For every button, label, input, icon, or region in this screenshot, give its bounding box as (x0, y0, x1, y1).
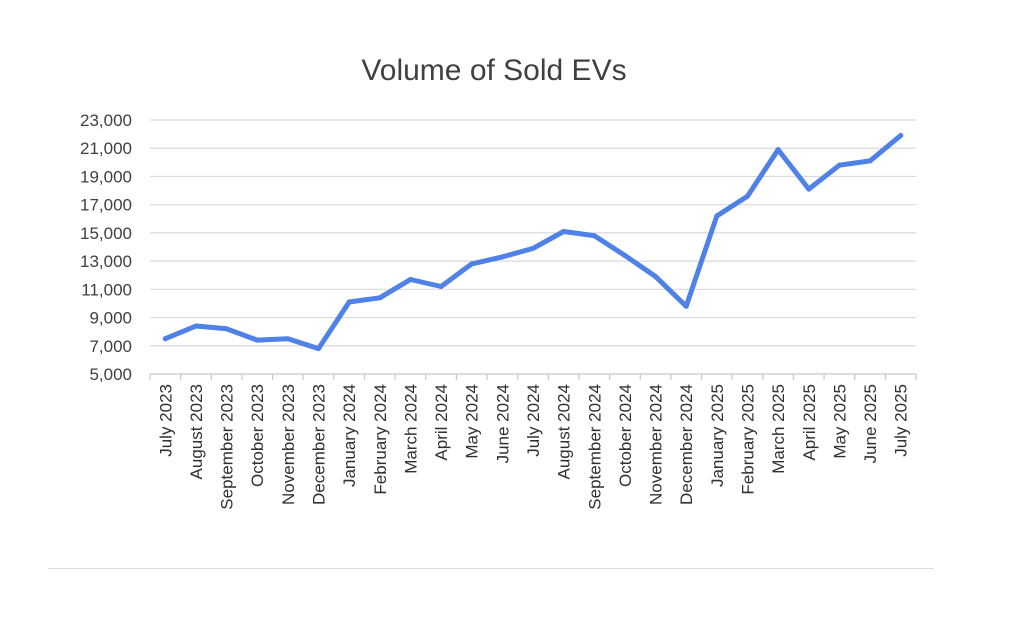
chart-title: Volume of Sold EVs (361, 54, 626, 87)
y-tick-label: 21,000 (80, 139, 132, 158)
x-tick-label: April 2025 (800, 384, 819, 461)
data-point (469, 261, 475, 267)
bottom-divider (48, 568, 934, 569)
data-point (316, 346, 322, 352)
x-tick-label: March 2024 (401, 384, 420, 474)
x-tick-label: December 2023 (310, 384, 329, 505)
y-tick-label: 13,000 (80, 252, 132, 271)
gridlines (150, 119, 916, 347)
data-point (377, 295, 383, 301)
x-tick-label: August 2023 (187, 384, 206, 479)
x-tick-label: February 2024 (371, 384, 390, 495)
data-point (867, 158, 873, 164)
x-tick-label: July 2023 (156, 384, 175, 457)
x-tick-label: November 2023 (279, 384, 298, 505)
data-point (744, 193, 750, 199)
data-point (714, 213, 720, 219)
series-line (162, 133, 904, 352)
data-point (193, 323, 199, 329)
data-point (653, 274, 659, 280)
x-tick-label: July 2025 (892, 384, 911, 457)
x-tick-label: September 2024 (585, 384, 604, 510)
x-tick-label: October 2024 (616, 384, 635, 487)
x-tick-label: July 2024 (524, 384, 543, 457)
data-point (622, 252, 628, 258)
data-point (224, 326, 230, 332)
x-tick-label: April 2024 (432, 384, 451, 461)
data-point (836, 162, 842, 168)
x-tick-label: February 2025 (738, 384, 757, 495)
x-tick-label: October 2023 (248, 384, 267, 487)
y-axis-tick-labels: 5,000 7,000 9,000 11,000 13,000 15,000 17,000 1… (80, 111, 132, 384)
data-point (254, 337, 260, 343)
x-axis (149, 373, 917, 380)
y-tick-label: 9,000 (89, 309, 132, 328)
data-point (407, 276, 413, 282)
y-tick-label: 17,000 (80, 196, 132, 215)
y-tick-label: 7,000 (89, 337, 132, 356)
x-tick-label: May 2024 (463, 384, 482, 459)
y-tick-label: 23,000 (80, 111, 132, 130)
data-point (162, 336, 168, 342)
data-point (285, 336, 291, 342)
y-tick-label: 5,000 (89, 365, 132, 384)
x-tick-label: September 2023 (218, 384, 237, 510)
data-point (683, 303, 689, 309)
data-point (561, 228, 567, 234)
x-tick-label: August 2024 (555, 384, 574, 479)
y-tick-label: 19,000 (80, 167, 132, 186)
x-tick-label: March 2025 (769, 384, 788, 474)
data-point (591, 233, 597, 239)
data-point (499, 254, 505, 260)
x-tick-label: January 2024 (340, 384, 359, 487)
x-tick-label: May 2025 (830, 384, 849, 459)
x-tick-label: November 2024 (647, 384, 666, 505)
y-tick-label: 11,000 (81, 280, 132, 299)
series-layer (162, 133, 904, 352)
x-tick-label: June 2024 (493, 384, 512, 463)
x-tick-label: December 2024 (677, 384, 696, 505)
data-point (438, 284, 444, 290)
data-point (530, 245, 536, 251)
data-point (346, 299, 352, 305)
x-tick-label: January 2025 (708, 384, 727, 487)
x-axis-tick-labels: July 2023 August 2023 September 2023 Octobe… (156, 384, 910, 510)
x-tick-label: June 2025 (861, 384, 880, 463)
data-point (806, 186, 812, 192)
data-point (775, 147, 781, 153)
data-point (898, 133, 904, 139)
y-tick-label: 15,000 (80, 224, 132, 243)
